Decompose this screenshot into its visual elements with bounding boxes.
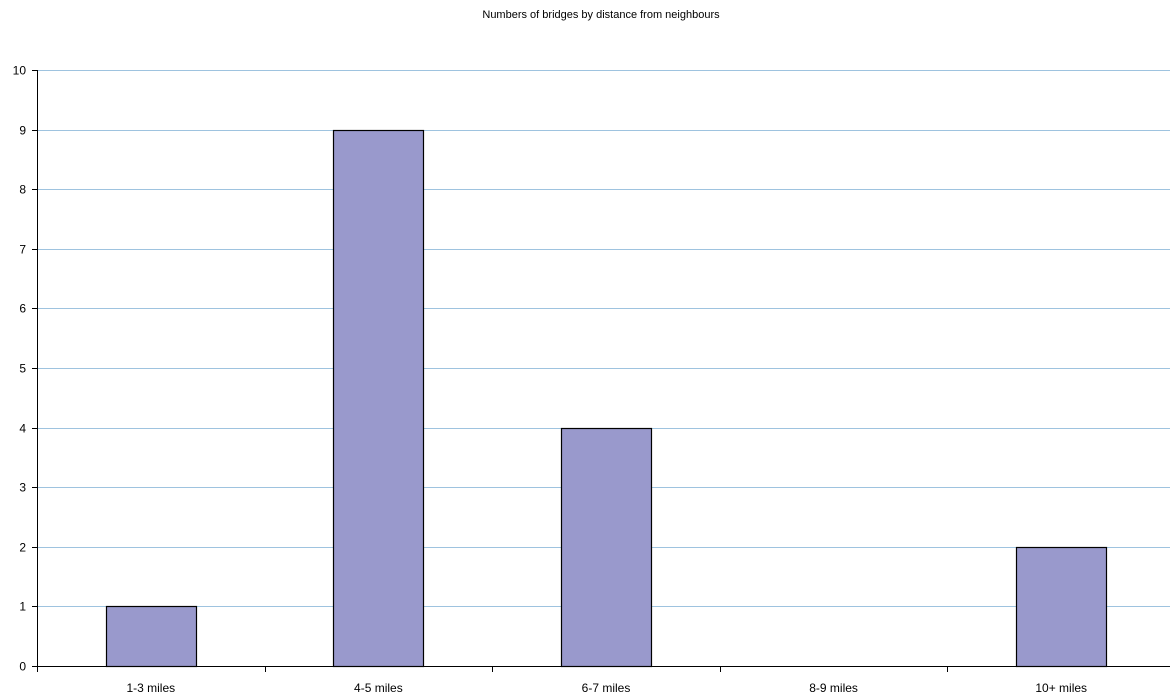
y-tick-label-0: 0 [19,660,26,674]
y-tick-label-3: 3 [19,481,26,495]
gridlines [37,70,1170,607]
bars [105,129,1108,668]
y-tick-label-10: 10 [13,64,27,78]
y-tick-label-1: 1 [19,600,26,614]
y-tick-label-5: 5 [19,362,26,376]
y-tick-label-6: 6 [19,302,26,316]
x-tick-labels: 1-3 miles 4-5 miles 6-7 miles 8-9 miles 10+ … [126,681,1087,695]
bar-6-7-miles [560,427,653,668]
bar-10-miles [1015,546,1108,668]
y-tick-label-9: 9 [19,124,26,138]
bar-4-5-miles [332,129,425,668]
y-tick-label-2: 2 [19,541,26,555]
axes [32,70,1170,672]
y-tick-labels: 0 1 2 3 4 5 6 7 8 9 10 [13,64,27,674]
y-tick-label-4: 4 [19,422,26,436]
x-tick-label-3: 8-9 miles [809,681,858,695]
bar-1-3-miles [105,605,198,668]
y-tick-label-7: 7 [19,243,26,257]
chart-title: Numbers of bridges by distance from neig… [482,9,720,21]
x-tick-label-2: 6-7 miles [582,681,631,695]
x-tick-label-0: 1-3 miles [126,681,175,695]
y-tick-label-8: 8 [19,183,26,197]
x-tick-label-4: 10+ miles [1035,681,1087,695]
x-tick-label-1: 4-5 miles [354,681,403,695]
